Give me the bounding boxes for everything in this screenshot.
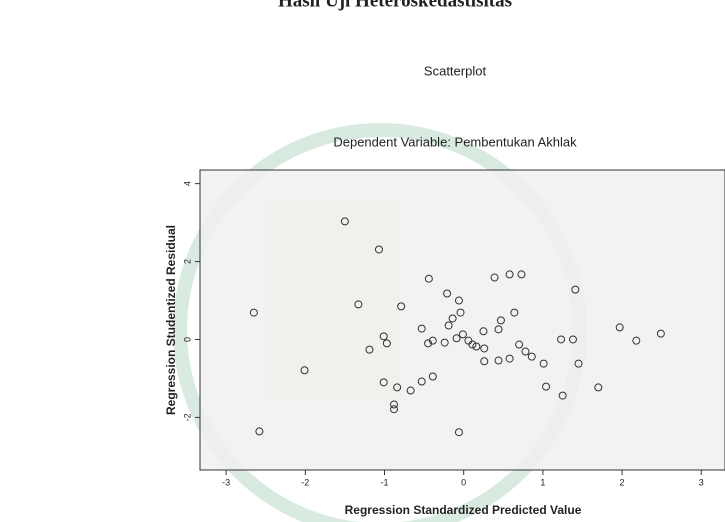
point bbox=[542, 382, 551, 391]
point bbox=[440, 338, 449, 347]
point bbox=[249, 308, 258, 317]
point bbox=[527, 352, 536, 361]
point bbox=[424, 339, 433, 348]
point bbox=[354, 300, 363, 309]
point bbox=[340, 217, 349, 226]
point bbox=[494, 356, 503, 365]
heading: Hasil Uji Heteroskedastisitas bbox=[278, 0, 512, 11]
point bbox=[448, 314, 457, 323]
point bbox=[521, 347, 530, 356]
point bbox=[515, 340, 524, 349]
chart-title: Scatterplot bbox=[424, 63, 487, 78]
point bbox=[571, 285, 580, 294]
point bbox=[472, 342, 481, 351]
point bbox=[390, 400, 399, 409]
point bbox=[510, 308, 519, 317]
point bbox=[490, 273, 499, 282]
point bbox=[397, 302, 406, 311]
y-tick-label: 4 bbox=[182, 181, 192, 186]
y-tick-label: 2 bbox=[182, 259, 192, 264]
point bbox=[379, 378, 388, 387]
x-tick-label: -3 bbox=[222, 477, 230, 487]
point bbox=[255, 427, 264, 436]
point bbox=[558, 391, 567, 400]
point bbox=[494, 325, 503, 334]
point bbox=[656, 329, 665, 338]
point bbox=[480, 357, 489, 366]
point bbox=[417, 324, 426, 333]
point bbox=[428, 372, 437, 381]
point bbox=[444, 321, 453, 330]
point bbox=[454, 428, 463, 437]
x-tick-label: 2 bbox=[620, 477, 625, 487]
point bbox=[424, 274, 433, 283]
x-tick-label: 1 bbox=[540, 477, 545, 487]
point bbox=[379, 332, 388, 341]
point bbox=[417, 377, 426, 386]
x-axis-label: Regression Standardized Predicted Value bbox=[345, 503, 582, 517]
point bbox=[454, 296, 463, 305]
x-tick-label: 3 bbox=[699, 477, 704, 487]
point bbox=[557, 335, 566, 344]
plot-area bbox=[199, 169, 725, 471]
point bbox=[479, 327, 488, 336]
x-tick-label: 0 bbox=[461, 477, 466, 487]
point bbox=[468, 340, 477, 349]
point bbox=[452, 334, 461, 343]
x-tick-label: -2 bbox=[301, 477, 309, 487]
y-axis-label: Regression Studentized Residual bbox=[164, 225, 178, 415]
point bbox=[456, 308, 465, 317]
point bbox=[406, 386, 415, 395]
point bbox=[382, 339, 391, 348]
point bbox=[496, 316, 505, 325]
point bbox=[594, 383, 603, 392]
point bbox=[539, 359, 548, 368]
point bbox=[428, 336, 437, 345]
point bbox=[632, 336, 641, 345]
point bbox=[393, 383, 402, 392]
point bbox=[458, 330, 467, 339]
point bbox=[374, 245, 383, 254]
point bbox=[505, 270, 514, 279]
y-tick-label: -2 bbox=[182, 413, 192, 421]
chart-subtitle: Dependent Variable: Pembentukan Akhlak bbox=[333, 134, 577, 149]
point bbox=[390, 405, 399, 414]
point bbox=[300, 366, 309, 375]
point bbox=[517, 270, 526, 279]
x-tick-label: -1 bbox=[380, 477, 388, 487]
point bbox=[505, 354, 514, 363]
point bbox=[615, 323, 624, 332]
point bbox=[568, 335, 577, 344]
point bbox=[480, 344, 489, 353]
point bbox=[365, 345, 374, 354]
point bbox=[574, 359, 583, 368]
point bbox=[443, 289, 452, 298]
y-tick-label: 0 bbox=[182, 337, 192, 342]
